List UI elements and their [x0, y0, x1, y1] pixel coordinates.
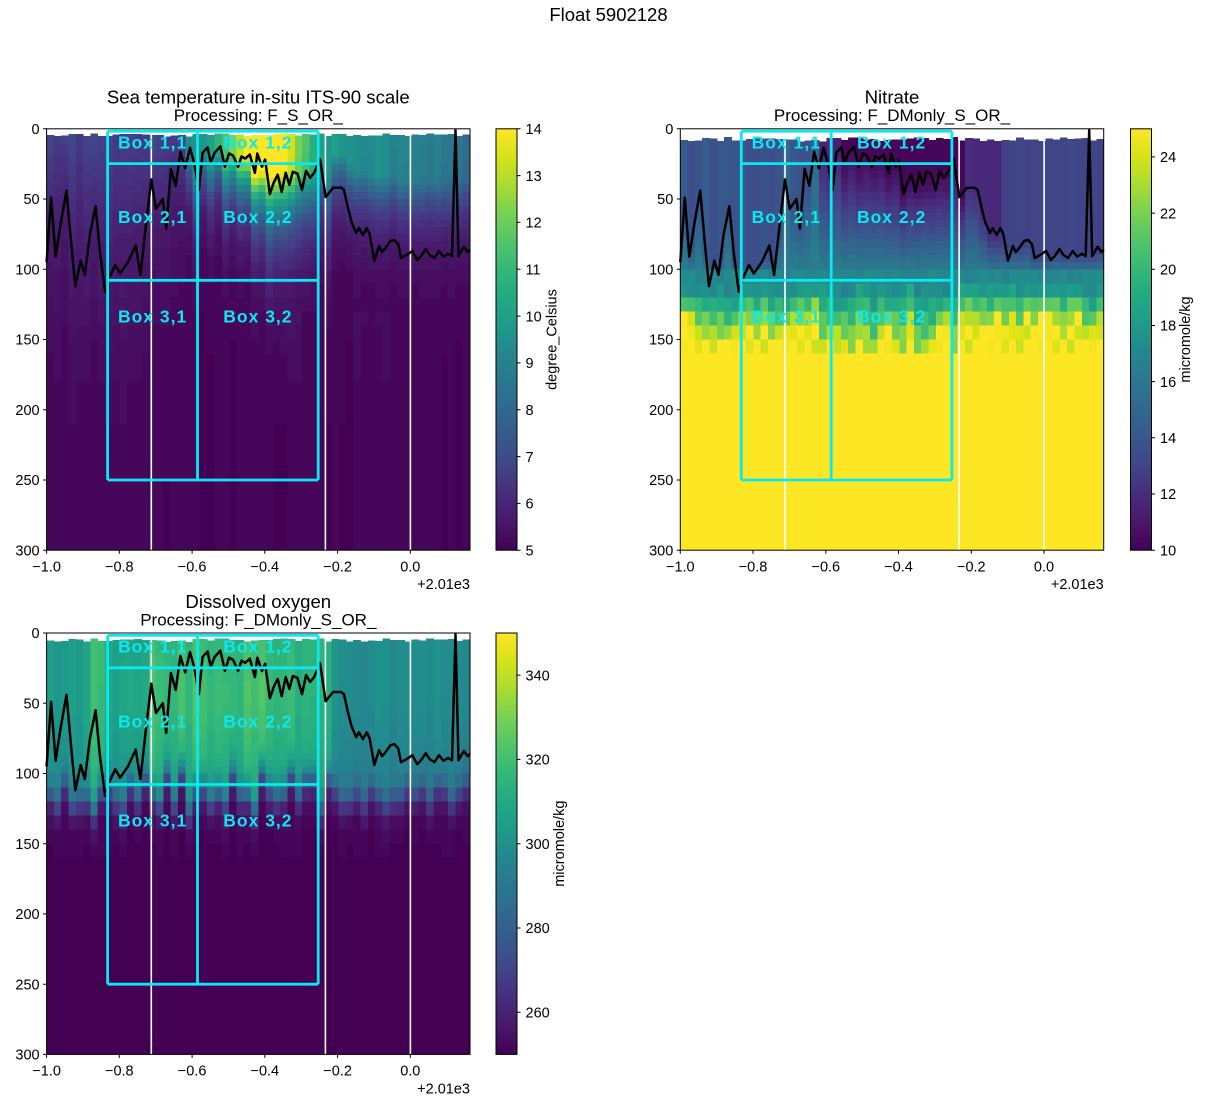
svg-text:150: 150 — [15, 333, 39, 349]
svg-text:+2.01e3: +2.01e3 — [417, 577, 470, 593]
svg-text:Processing: F_DMonly_S_OR_: Processing: F_DMonly_S_OR_ — [140, 610, 377, 629]
svg-text:14: 14 — [526, 122, 542, 138]
svg-text:−0.4: −0.4 — [250, 1064, 279, 1080]
svg-text:Box 1,1: Box 1,1 — [118, 132, 187, 152]
svg-text:100: 100 — [15, 263, 39, 279]
svg-text:Box 2,2: Box 2,2 — [223, 207, 292, 227]
svg-text:+2.01e3: +2.01e3 — [1051, 577, 1104, 593]
svg-text:13: 13 — [526, 169, 542, 185]
svg-text:Box 3,1: Box 3,1 — [752, 306, 821, 326]
svg-text:24: 24 — [1160, 150, 1176, 166]
svg-text:20: 20 — [1160, 263, 1176, 279]
svg-text:8: 8 — [526, 403, 534, 419]
svg-text:−0.6: −0.6 — [178, 560, 207, 576]
svg-text:300: 300 — [649, 543, 673, 559]
svg-text:12: 12 — [1160, 487, 1176, 503]
svg-text:+2.01e3: +2.01e3 — [417, 1081, 470, 1097]
svg-text:Box 3,2: Box 3,2 — [857, 306, 926, 326]
svg-text:Box 1,2: Box 1,2 — [223, 637, 292, 657]
svg-text:22: 22 — [1160, 206, 1176, 222]
svg-text:Box 2,2: Box 2,2 — [857, 207, 926, 227]
svg-text:50: 50 — [23, 696, 39, 712]
svg-text:−0.8: −0.8 — [105, 560, 134, 576]
svg-text:7: 7 — [526, 450, 534, 466]
svg-text:320: 320 — [526, 753, 550, 769]
svg-text:0.0: 0.0 — [400, 1064, 420, 1080]
svg-text:Float 5902128: Float 5902128 — [549, 4, 667, 25]
svg-text:Box 2,2: Box 2,2 — [223, 711, 292, 731]
svg-text:micromole/kg: micromole/kg — [1178, 296, 1194, 382]
svg-text:Box 3,1: Box 3,1 — [118, 306, 187, 326]
svg-text:Box 2,1: Box 2,1 — [118, 207, 187, 227]
svg-text:Box 1,1: Box 1,1 — [118, 637, 187, 657]
svg-text:Box 3,1: Box 3,1 — [118, 811, 187, 831]
svg-text:280: 280 — [526, 921, 550, 937]
svg-text:250: 250 — [15, 473, 39, 489]
svg-text:Nitrate: Nitrate — [865, 87, 920, 108]
svg-text:Box 1,1: Box 1,1 — [752, 132, 821, 152]
svg-text:−0.8: −0.8 — [739, 560, 768, 576]
svg-text:340: 340 — [526, 668, 550, 684]
svg-text:50: 50 — [657, 192, 673, 208]
svg-text:0.0: 0.0 — [400, 560, 420, 576]
svg-text:14: 14 — [1160, 431, 1176, 447]
svg-text:Box 2,1: Box 2,1 — [752, 207, 821, 227]
svg-text:18: 18 — [1160, 319, 1176, 335]
svg-text:300: 300 — [15, 543, 39, 559]
svg-text:Box 2,1: Box 2,1 — [118, 711, 187, 731]
svg-text:11: 11 — [526, 263, 541, 279]
svg-text:−0.2: −0.2 — [323, 560, 352, 576]
svg-text:200: 200 — [15, 403, 39, 419]
svg-text:−1.0: −1.0 — [32, 1064, 61, 1080]
svg-text:Sea temperature in-situ ITS-90: Sea temperature in-situ ITS-90 scale — [107, 87, 410, 108]
svg-text:−0.2: −0.2 — [957, 560, 986, 576]
svg-text:100: 100 — [15, 767, 39, 783]
svg-text:Box 1,2: Box 1,2 — [857, 132, 926, 152]
svg-text:Box 1,2: Box 1,2 — [223, 132, 292, 152]
svg-text:−0.8: −0.8 — [105, 1064, 134, 1080]
svg-text:100: 100 — [649, 263, 673, 279]
svg-text:10: 10 — [526, 309, 542, 325]
svg-text:0: 0 — [32, 626, 40, 642]
svg-text:0: 0 — [32, 122, 40, 138]
svg-text:micromole/kg: micromole/kg — [552, 801, 568, 887]
svg-text:200: 200 — [649, 403, 673, 419]
svg-text:300: 300 — [526, 837, 550, 853]
svg-text:200: 200 — [15, 907, 39, 923]
svg-text:degree_Celsius: degree_Celsius — [545, 289, 561, 390]
svg-text:300: 300 — [15, 1048, 39, 1064]
svg-text:Dissolved oxygen: Dissolved oxygen — [185, 591, 331, 612]
svg-text:−0.2: −0.2 — [323, 1064, 352, 1080]
svg-text:150: 150 — [649, 333, 673, 349]
svg-text:5: 5 — [526, 543, 534, 559]
svg-text:Box 3,2: Box 3,2 — [223, 306, 292, 326]
svg-text:−0.6: −0.6 — [811, 560, 840, 576]
svg-text:260: 260 — [526, 1006, 550, 1022]
svg-text:250: 250 — [15, 977, 39, 993]
svg-text:0: 0 — [665, 122, 673, 138]
svg-text:250: 250 — [649, 473, 673, 489]
svg-text:−1.0: −1.0 — [32, 560, 61, 576]
svg-text:Box 3,2: Box 3,2 — [223, 811, 292, 831]
svg-text:−0.4: −0.4 — [884, 560, 913, 576]
svg-text:0.0: 0.0 — [1034, 560, 1054, 576]
svg-text:9: 9 — [526, 356, 534, 372]
svg-text:10: 10 — [1160, 543, 1176, 559]
svg-text:16: 16 — [1160, 375, 1176, 391]
svg-text:150: 150 — [15, 837, 39, 853]
svg-text:6: 6 — [526, 497, 534, 513]
svg-text:50: 50 — [23, 192, 39, 208]
svg-text:Processing: F_S_OR_: Processing: F_S_OR_ — [174, 106, 344, 125]
svg-text:Processing: F_DMonly_S_OR_: Processing: F_DMonly_S_OR_ — [774, 106, 1011, 125]
svg-text:12: 12 — [526, 216, 542, 232]
svg-text:−1.0: −1.0 — [666, 560, 695, 576]
svg-text:−0.6: −0.6 — [178, 1064, 207, 1080]
svg-text:−0.4: −0.4 — [250, 560, 279, 576]
